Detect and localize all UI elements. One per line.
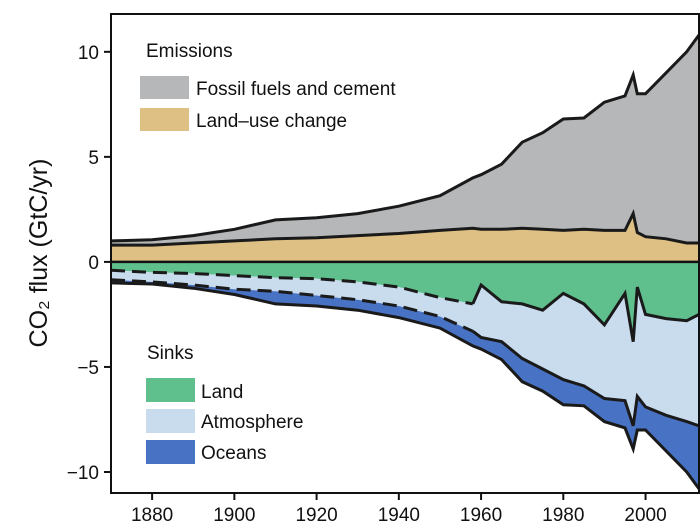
land-use-change-legend-label: Land–use change bbox=[196, 111, 347, 132]
y-axis-title: CO₂ flux (GtC/yr) bbox=[25, 159, 53, 348]
x-tick-label: 1960 bbox=[460, 505, 502, 524]
fossil-fuels-area bbox=[111, 35, 699, 246]
emissions-legend-heading: Emissions bbox=[146, 41, 233, 62]
x-tick-label: 1980 bbox=[542, 505, 584, 524]
atmosphere-solid-line bbox=[471, 330, 699, 428]
x-tick-label: 1940 bbox=[378, 505, 420, 524]
sinks-legend: Sinks Land Atmosphere Oceans bbox=[146, 343, 303, 464]
y-tick-label: 0 bbox=[88, 253, 99, 274]
oceans-swatch bbox=[146, 440, 195, 464]
x-tick-label: 2000 bbox=[624, 505, 666, 524]
atmosphere-swatch bbox=[146, 409, 195, 433]
total-emissions-line bbox=[111, 34, 699, 243]
atmosphere-sink-area bbox=[111, 270, 699, 426]
y-tick-label: 10 bbox=[78, 43, 99, 64]
land-use-top-line bbox=[111, 209, 699, 247]
fossil-fuels-swatch bbox=[140, 76, 189, 99]
land-use-change-area bbox=[111, 213, 699, 262]
fossil-fuels-legend-label: Fossil fuels and cement bbox=[196, 79, 396, 100]
atmosphere-legend-label: Atmosphere bbox=[201, 412, 303, 433]
plot-frame bbox=[110, 13, 700, 494]
land-sink-swatch bbox=[146, 378, 195, 402]
x-tick-label: 1920 bbox=[295, 505, 337, 524]
land-use-change-swatch bbox=[140, 108, 189, 131]
land-sink-legend-label: Land bbox=[201, 382, 243, 403]
land-sink-solid-line bbox=[471, 282, 699, 342]
y-tick-label: 5 bbox=[88, 148, 99, 169]
y-axis-ticks: 10 5 0 −5 −10 bbox=[67, 43, 111, 484]
y-tick-label: −10 bbox=[67, 463, 99, 484]
stacked-areas bbox=[111, 34, 699, 490]
x-axis-ticks: 1880 1900 1920 1940 1960 1980 2000 bbox=[131, 493, 667, 524]
sinks-legend-heading: Sinks bbox=[147, 343, 193, 364]
x-tick-label: 1900 bbox=[213, 505, 255, 524]
x-tick-label: 1880 bbox=[131, 505, 173, 524]
y-tick-label: −5 bbox=[77, 358, 99, 379]
oceans-bottom-line bbox=[111, 281, 699, 490]
land-sink-area bbox=[111, 261, 699, 342]
emissions-legend: Emissions Fossil fuels and cement Land–u… bbox=[140, 41, 396, 132]
oceans-legend-label: Oceans bbox=[201, 443, 266, 464]
